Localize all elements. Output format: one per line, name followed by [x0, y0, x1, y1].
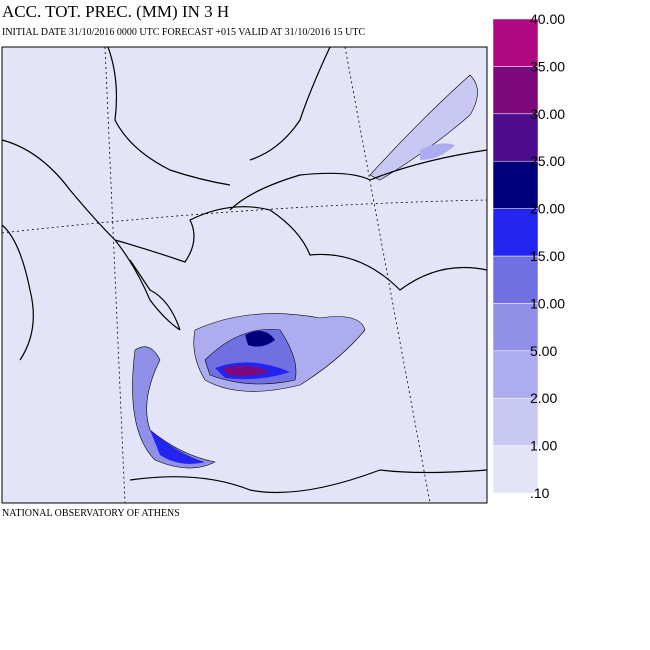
legend-swatch — [492, 113, 539, 162]
legend-swatch — [492, 18, 539, 67]
legend-label: 15.00 — [530, 248, 565, 264]
legend-label: 40.00 — [530, 11, 565, 27]
legend-swatch — [492, 255, 539, 304]
legend-label: 25.00 — [530, 153, 565, 169]
legend: .10 1.00 2.00 5.00 10.00 15.00 20.00 25.00 30.00… — [492, 11, 565, 501]
precipitation — [132, 74, 478, 469]
graticule — [1, 46, 488, 504]
footer: NATIONAL OBSERVATORY OF ATHENS — [2, 508, 180, 519]
legend-label: 30.00 — [530, 106, 565, 122]
legend-swatch — [492, 208, 539, 257]
title: ACC. TOT. PREC. (MM) IN 3 H — [2, 2, 229, 21]
legend-label: 35.00 — [530, 58, 565, 74]
map — [1, 46, 488, 504]
legend-label: 2.00 — [530, 390, 557, 406]
coastline — [1, 46, 488, 494]
legend-swatch — [492, 397, 539, 446]
legend-swatch — [492, 160, 539, 209]
legend-swatch — [492, 350, 539, 399]
subtitle: INITIAL DATE 31/10/2016 0000 UTC FORECAS… — [2, 27, 365, 38]
legend-label: 1.00 — [530, 438, 557, 454]
legend-swatch — [492, 445, 539, 494]
legend-label: .10 — [530, 485, 550, 501]
legend-label: 5.00 — [530, 343, 557, 359]
legend-label: 20.00 — [530, 201, 565, 217]
legend-label: 10.00 — [530, 295, 565, 311]
legend-swatch — [492, 66, 539, 115]
map-frame — [1, 46, 488, 504]
